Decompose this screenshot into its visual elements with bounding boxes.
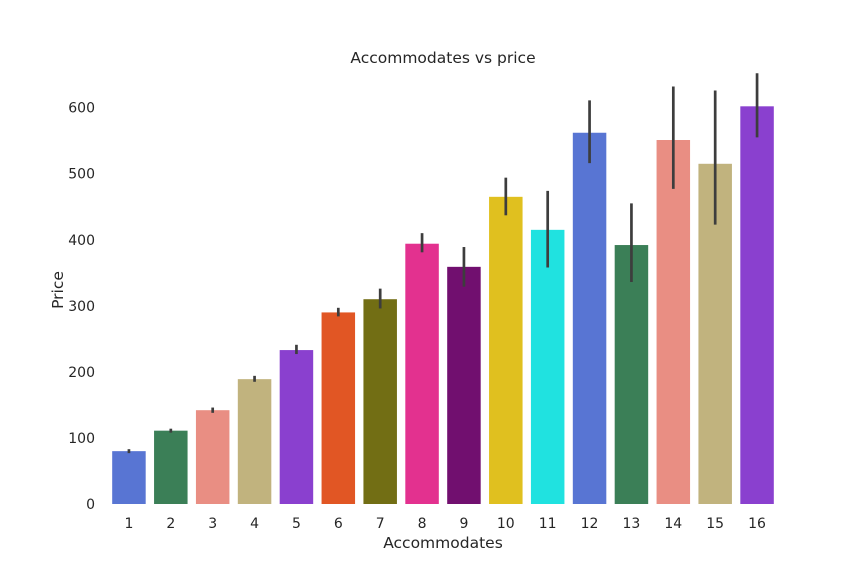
bar-8 <box>405 243 439 505</box>
x-axis-label: Accommodates <box>383 534 503 552</box>
bars-group <box>112 106 774 505</box>
x-tick-label-10: 10 <box>497 516 515 532</box>
y-tick-label-200: 200 <box>68 365 95 381</box>
chart-title: Accommodates vs price <box>350 49 535 67</box>
bar-11 <box>530 229 565 504</box>
x-tick-label-7: 7 <box>376 516 385 532</box>
bar-5 <box>279 350 314 504</box>
y-tick-label-600: 600 <box>68 101 95 117</box>
bar-3 <box>195 410 230 504</box>
x-tick-label-12: 12 <box>581 516 599 532</box>
bar-7 <box>363 299 397 504</box>
y-tick-label-100: 100 <box>68 431 95 447</box>
bar-4 <box>237 379 272 504</box>
bar-9 <box>447 266 481 504</box>
y-tick-label-0: 0 <box>86 497 95 513</box>
y-axis-label: Price <box>49 271 67 309</box>
x-tick-label-11: 11 <box>539 516 557 532</box>
x-tick-label-8: 8 <box>418 516 427 532</box>
x-tick-label-14: 14 <box>664 516 682 532</box>
x-tick-label-5: 5 <box>292 516 301 532</box>
bar-13 <box>614 245 649 504</box>
x-tick-label-6: 6 <box>334 516 343 532</box>
x-tick-label-4: 4 <box>250 516 259 532</box>
bar-14 <box>656 140 691 505</box>
x-tick-label-3: 3 <box>208 516 217 532</box>
bar-2 <box>154 430 188 504</box>
error-bars-group <box>127 73 759 454</box>
y-tick-label-400: 400 <box>68 233 95 249</box>
y-tick-label-300: 300 <box>68 299 95 315</box>
bar-10 <box>489 196 523 504</box>
x-tick-label-9: 9 <box>459 516 468 532</box>
x-tick-label-16: 16 <box>748 516 766 532</box>
x-tick-label-2: 2 <box>166 516 175 532</box>
y-tick-label-500: 500 <box>68 167 95 183</box>
x-tick-label-15: 15 <box>706 516 724 532</box>
bar-12 <box>572 132 607 505</box>
y-axis-ticks: 0 100 200 300 400 500 600 <box>68 101 95 513</box>
x-tick-label-13: 13 <box>623 516 641 532</box>
x-axis-ticks: 1 2 3 4 5 6 7 8 9 10 11 12 13 14 15 16 <box>124 516 766 532</box>
bar-1 <box>112 451 146 504</box>
bar-6 <box>321 312 356 504</box>
bar-16 <box>740 106 774 504</box>
x-tick-label-1: 1 <box>124 516 133 532</box>
